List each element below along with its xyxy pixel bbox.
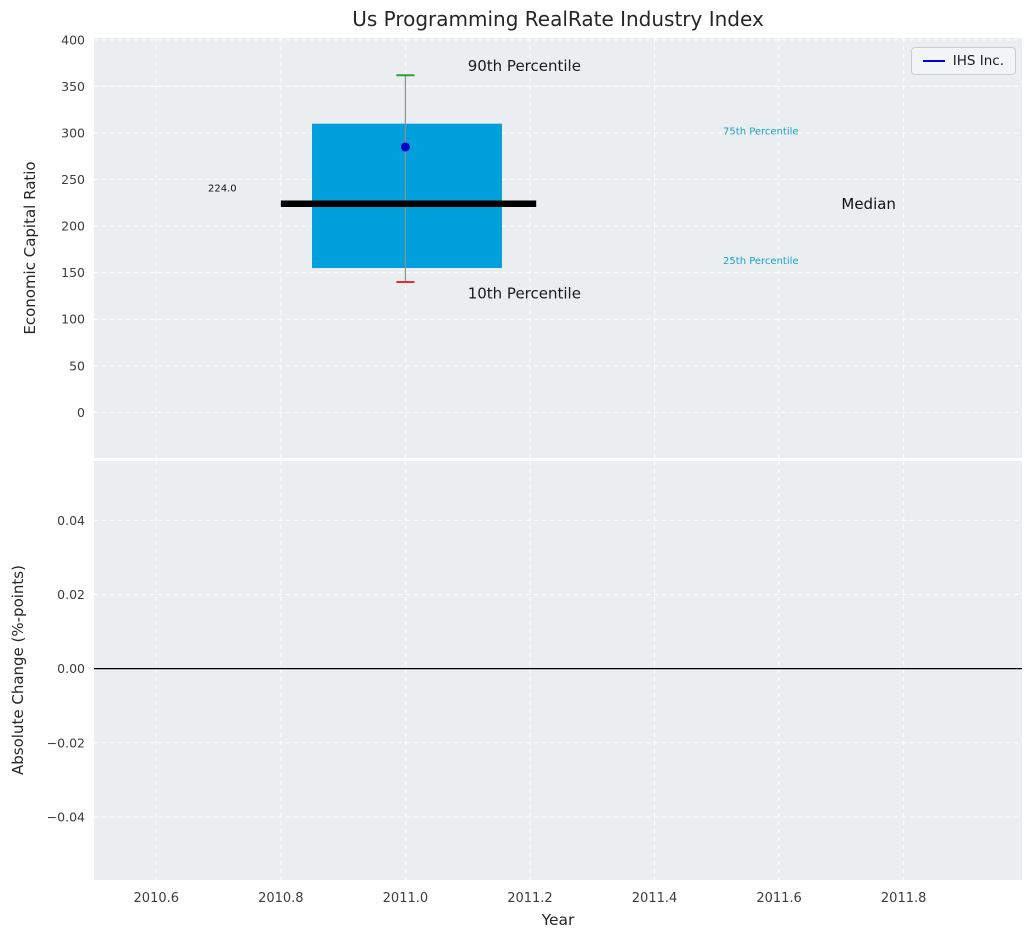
y-tick-label: 250 <box>61 172 85 187</box>
annotation-224-0: 224.0 <box>208 183 237 194</box>
y-axis-label-bottom: Absolute Change (%-points) <box>9 565 27 775</box>
bottom-axes-background <box>94 461 1022 880</box>
x-axis-label: Year <box>541 911 575 929</box>
x-tick-label: 2010.6 <box>134 891 180 906</box>
x-tick-label: 2011.6 <box>756 891 802 906</box>
legend-label: IHS Inc. <box>952 53 1004 69</box>
x-tick-label: 2011.2 <box>507 891 553 906</box>
annotation-75th-percentile: 75th Percentile <box>723 127 799 138</box>
annotation-median: Median <box>841 195 896 213</box>
company-marker <box>400 142 410 152</box>
y-tick-label: 200 <box>61 219 85 234</box>
y-tick-label: −0.04 <box>47 809 85 824</box>
y-tick-label: 350 <box>61 79 85 94</box>
y-axis-label-top: Economic Capital Ratio <box>21 161 39 335</box>
y-tick-label: 0.00 <box>57 661 85 676</box>
annotation-90th-percentile: 90th Percentile <box>468 57 581 75</box>
x-tick-label: 2011.4 <box>632 891 678 906</box>
annotation-10th-percentile: 10th Percentile <box>468 284 581 302</box>
legend: IHS Inc. <box>910 47 1016 75</box>
top-axes-background <box>94 38 1022 458</box>
y-tick-label: 400 <box>61 32 85 47</box>
y-tick-label: 0.04 <box>57 513 85 528</box>
x-tick-label: 2011.0 <box>383 891 429 906</box>
chart-title: Us Programming RealRate Industry Index <box>352 7 764 31</box>
y-tick-label: −0.02 <box>47 735 85 750</box>
x-tick-label: 2011.8 <box>881 891 927 906</box>
y-tick-label: 100 <box>61 312 85 327</box>
x-tick-label: 2010.8 <box>258 891 304 906</box>
y-tick-label: 0.02 <box>57 587 85 602</box>
y-tick-label: 50 <box>69 358 85 373</box>
annotation-25th-percentile: 25th Percentile <box>723 256 799 267</box>
y-tick-label: 0 <box>77 405 85 420</box>
legend-line-icon <box>922 60 945 62</box>
y-tick-label: 150 <box>61 265 85 280</box>
y-tick-label: 300 <box>61 125 85 140</box>
